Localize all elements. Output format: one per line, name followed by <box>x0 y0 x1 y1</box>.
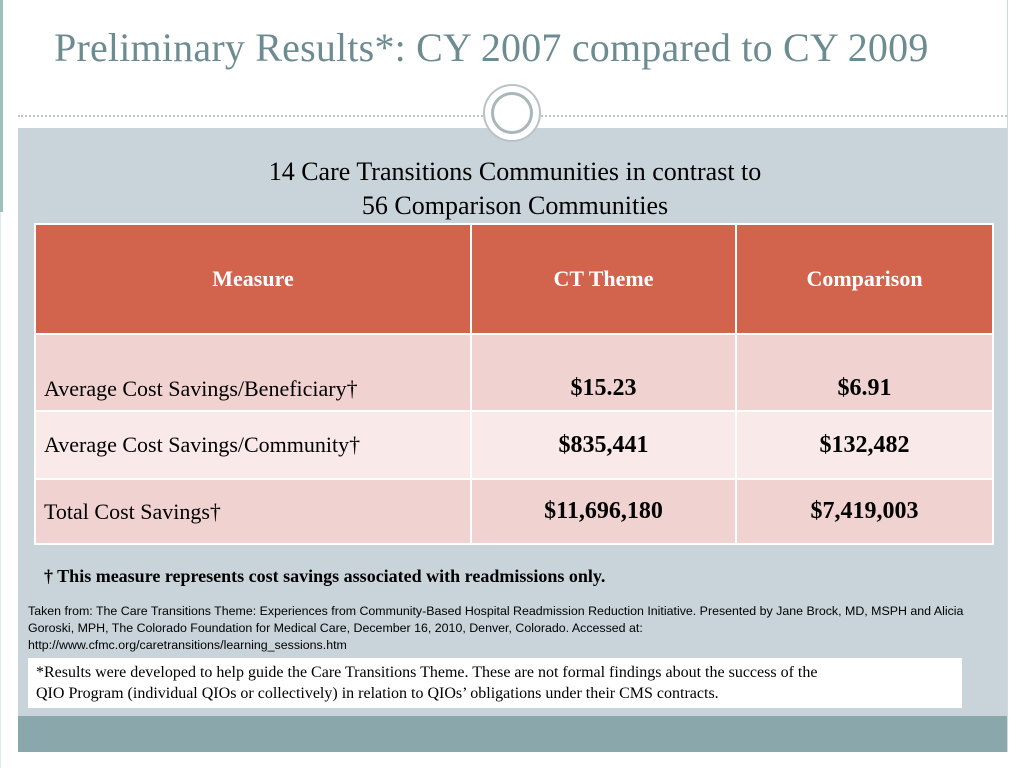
left-frame-line <box>0 0 1 768</box>
comparison-cell: $7,419,003 <box>735 478 994 545</box>
ct-theme-cell: $835,441 <box>470 410 737 480</box>
subtitle-line-1: 14 Care Transitions Communities in contr… <box>268 157 762 186</box>
table-row: Average Cost Savings/Community† $835,441… <box>34 410 994 480</box>
ct-theme-cell: $11,696,180 <box>470 478 737 545</box>
disclaimer-line-2: QIO Program (individual QIOs or collecti… <box>36 685 719 702</box>
source-citation: Taken from: The Care Transitions Theme: … <box>28 603 1006 654</box>
comparison-cell: $132,482 <box>735 410 994 480</box>
ct-theme-cell: $15.23 <box>470 333 737 412</box>
disclaimer-box: *Results were developed to help guide th… <box>28 658 962 708</box>
slide-title: Preliminary Results*: CY 2007 compared t… <box>54 25 929 70</box>
table-row: Total Cost Savings† $11,696,180 $7,419,0… <box>34 478 994 545</box>
cost-savings-table: Measure CT Theme Comparison Average Cost… <box>34 223 994 545</box>
bottom-band <box>18 716 1007 752</box>
comparison-cell: $6.91 <box>735 333 994 412</box>
header-comparison: Comparison <box>735 223 994 335</box>
circle-ornament <box>483 84 541 142</box>
table-header-row: Measure CT Theme Comparison <box>34 223 994 335</box>
source-line-2: Goroski, MPH, The Colorado Foundation fo… <box>28 621 643 635</box>
measure-cell: Total Cost Savings† <box>34 478 472 545</box>
table-row: Average Cost Savings/Beneficiary† $15.23… <box>34 333 994 412</box>
slide-subtitle: 14 Care Transitions Communities in contr… <box>0 155 1024 223</box>
source-line-3: http://www.cfmc.org/caretransitions/lear… <box>28 638 347 652</box>
disclaimer-line-1: *Results were developed to help guide th… <box>36 664 818 681</box>
subtitle-line-2: 56 Comparison Communities <box>361 191 669 220</box>
header-measure: Measure <box>34 223 472 335</box>
header-ct-theme: CT Theme <box>470 223 737 335</box>
measure-cell: Average Cost Savings/Beneficiary† <box>34 333 472 412</box>
left-accent-bar <box>0 0 3 212</box>
dagger-footnote: † This measure represents cost savings a… <box>44 566 606 586</box>
measure-cell: Average Cost Savings/Community† <box>34 410 472 480</box>
right-frame-line <box>1007 0 1008 752</box>
source-line-1: Taken from: The Care Transitions Theme: … <box>28 604 964 618</box>
